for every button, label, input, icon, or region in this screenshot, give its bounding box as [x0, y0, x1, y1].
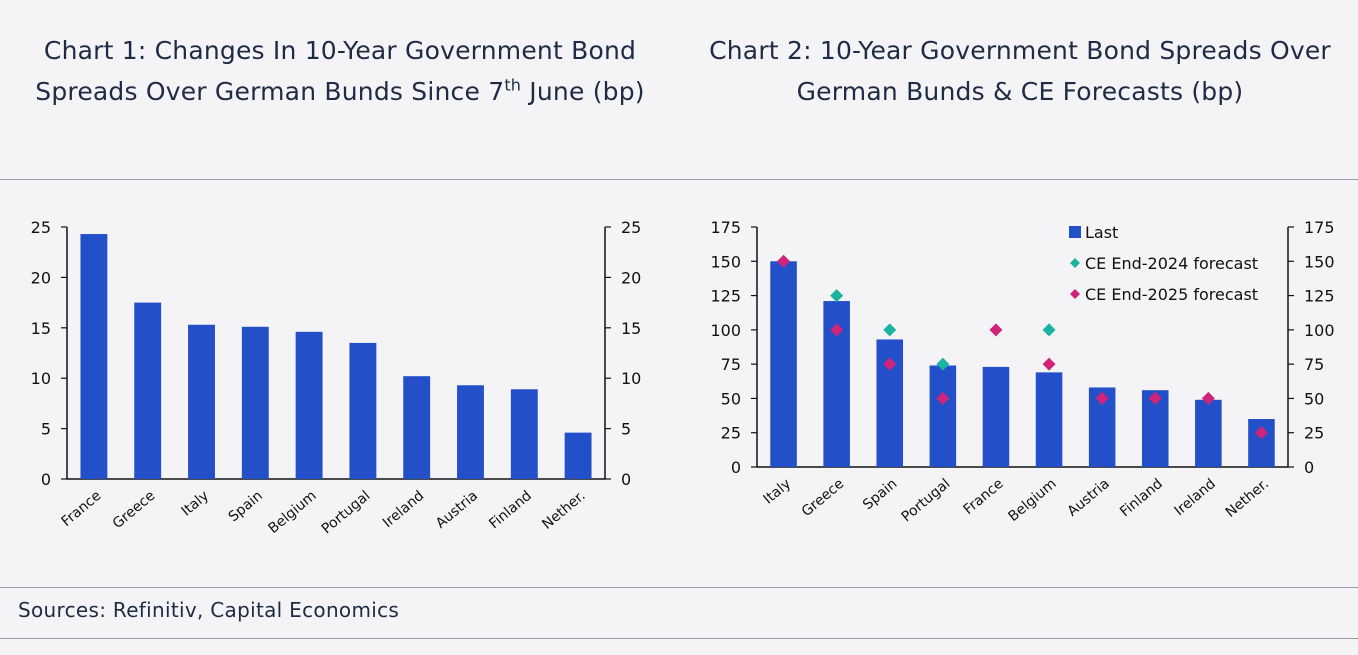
x-tick-label-belgium: Belgium: [265, 488, 319, 537]
marker-ce-end-2025-forecast-finland: [1148, 391, 1162, 405]
legend-label-last: Last: [1085, 223, 1118, 242]
x-tick-label-finland: Finland: [1117, 476, 1166, 520]
y-tick-label-right: 10: [621, 369, 641, 388]
bar-italy: [188, 324, 215, 479]
x-tick-label-ireland: Ireland: [380, 488, 427, 531]
bar-portugal: [929, 365, 957, 467]
y-tick-label-left: 125: [710, 287, 741, 306]
marker-ce-end-2025-forecast-greece: [830, 323, 844, 337]
y-tick-label-left: 25: [31, 218, 51, 237]
marker-ce-end-2025-forecast-belgium: [1042, 357, 1056, 371]
y-tick-label-left: 175: [710, 218, 741, 237]
sources-divider: [0, 587, 1358, 588]
y-tick-label-right: 100: [1304, 321, 1335, 340]
y-tick-label-left: 75: [721, 355, 741, 374]
bar-belgium: [1035, 372, 1063, 467]
x-tick-label-portugal: Portugal: [899, 476, 954, 526]
x-tick-label-france: France: [961, 476, 1007, 518]
legend-label-ce-end-2024-forecast: CE End-2024 forecast: [1085, 254, 1258, 273]
x-tick-label-italy: Italy: [761, 476, 795, 508]
x-tick-label-austria: Austria: [433, 488, 481, 532]
bar-nether: [1248, 419, 1275, 467]
marker-ce-end-2024-forecast-belgium: [1042, 323, 1056, 337]
marker-ce-end-2024-forecast-spain: [883, 323, 897, 337]
top-divider: [0, 179, 1358, 180]
y-tick-label-right: 25: [621, 218, 641, 237]
bar-france: [982, 366, 1010, 467]
x-tick-label-nether: Nether.: [1223, 476, 1272, 521]
y-tick-label-right: 125: [1304, 287, 1335, 306]
bar-greece: [134, 302, 162, 479]
bar-spain: [241, 326, 269, 479]
marker-ce-end-2025-forecast-portugal: [936, 391, 950, 405]
y-tick-label-left: 0: [731, 458, 741, 477]
y-tick-label-left: 15: [31, 319, 51, 338]
y-tick-label-left: 20: [31, 268, 51, 287]
marker-ce-end-2025-forecast-nether: [1254, 426, 1268, 440]
x-tick-label-france: France: [59, 488, 105, 530]
x-tick-label-italy: Italy: [179, 488, 213, 520]
marker-ce-end-2024-forecast-portugal: [936, 357, 950, 371]
x-tick-label-greece: Greece: [110, 488, 158, 532]
legend-swatch-last: [1069, 226, 1081, 238]
y-tick-label-left: 50: [721, 389, 741, 408]
bar-finland: [510, 389, 538, 479]
chart2-title: Chart 2: 10-Year Government Bond Spreads…: [709, 36, 1331, 106]
legend-label-ce-end-2025-forecast: CE End-2025 forecast: [1085, 285, 1258, 304]
marker-ce-end-2024-forecast-greece: [830, 289, 844, 303]
bar-france: [80, 234, 108, 479]
y-tick-label-right: 175: [1304, 218, 1335, 237]
chart1-title: Chart 1: Changes In 10-Year Government B…: [35, 36, 645, 106]
bar-austria: [457, 385, 484, 479]
legend-swatch-ce-end-2024-forecast: [1070, 258, 1080, 268]
legend-swatch-ce-end-2025-forecast: [1070, 289, 1080, 299]
chart1-bar-chart: 0 0 5 5 10 10 15 15 20 20 25 25 France Greece Italy Spa…: [31, 218, 642, 538]
y-tick-label-right: 0: [1304, 458, 1314, 477]
bar-belgium: [295, 331, 323, 479]
y-tick-label-left: 10: [31, 369, 51, 388]
bar-nether: [564, 432, 592, 479]
marker-ce-end-2025-forecast-italy: [777, 254, 791, 268]
marker-ce-end-2025-forecast-austria: [1095, 391, 1109, 405]
x-tick-label-austria: Austria: [1065, 476, 1113, 520]
y-tick-label-right: 15: [621, 319, 641, 338]
x-tick-label-spain: Spain: [860, 476, 900, 513]
y-tick-label-right: 75: [1304, 355, 1324, 374]
bar-italy: [770, 261, 797, 467]
x-tick-label-spain: Spain: [226, 488, 266, 525]
sources-note: Sources: Refinitiv, Capital Economics: [18, 598, 400, 622]
x-tick-label-ireland: Ireland: [1172, 476, 1219, 519]
x-tick-label-greece: Greece: [799, 476, 847, 520]
bar-ireland: [403, 376, 431, 479]
marker-ce-end-2025-forecast-spain: [883, 357, 897, 371]
y-tick-label-left: 0: [41, 470, 51, 489]
x-tick-label-finland: Finland: [486, 488, 535, 532]
y-tick-label-right: 20: [621, 268, 641, 287]
x-tick-label-nether: Nether.: [539, 488, 588, 533]
bottom-divider: [0, 638, 1358, 639]
y-tick-label-left: 5: [41, 420, 51, 439]
y-tick-label-right: 150: [1304, 252, 1335, 271]
y-tick-label-left: 100: [710, 321, 741, 340]
bar-portugal: [349, 342, 377, 479]
chart2-bar-chart: 0 0 25 25 50 50 75 75 100 100 125 125 150 150 175 175 It…: [710, 218, 1335, 526]
y-tick-label-left: 150: [710, 252, 741, 271]
marker-ce-end-2025-forecast-ireland: [1201, 391, 1215, 405]
marker-ce-end-2025-forecast-france: [989, 323, 1003, 337]
bar-ireland: [1195, 399, 1222, 467]
y-tick-label-right: 50: [1304, 389, 1324, 408]
y-tick-label-right: 5: [621, 420, 631, 439]
x-tick-label-portugal: Portugal: [319, 488, 374, 538]
x-tick-label-belgium: Belgium: [1005, 476, 1059, 525]
y-tick-label-left: 25: [721, 424, 741, 443]
y-tick-label-right: 0: [621, 470, 631, 489]
y-tick-label-right: 25: [1304, 424, 1324, 443]
